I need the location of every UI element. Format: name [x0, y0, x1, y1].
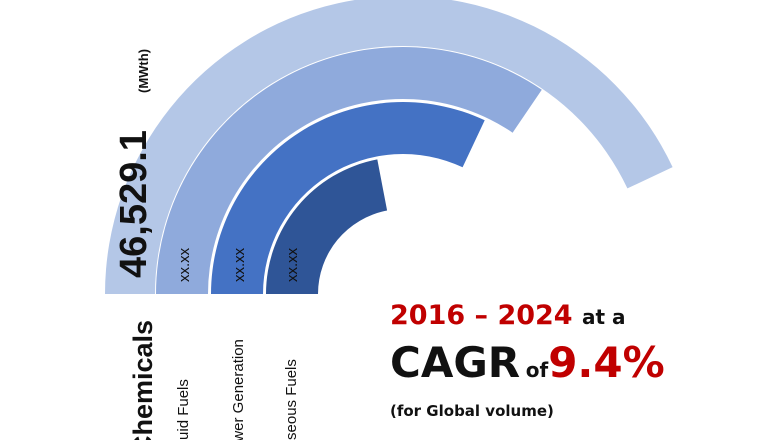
cagr-note: (for Global volume)	[390, 402, 554, 420]
cagr-of: of	[525, 358, 549, 382]
cagr-label: CAGR	[390, 338, 521, 387]
cagr-rate: 9.4%	[548, 338, 665, 387]
value-liquid-fuels: xx.xx	[176, 247, 193, 282]
value-power-generation: xx.xx	[231, 247, 248, 282]
ring-chemicals	[105, 0, 673, 294]
label-power-generation: Power Generation	[230, 339, 247, 440]
label-gaseous-fuels: Gaseous Fuels	[283, 359, 300, 440]
cagr-at-a: at a	[582, 305, 626, 329]
ring-power-generation	[211, 102, 485, 294]
cagr-period: 2016 – 2024	[390, 300, 573, 331]
label-liquid-fuels: Liquid Fuels	[175, 379, 192, 440]
value-chemicals: 46,529.1	[113, 130, 155, 278]
ring-liquid-fuels	[156, 47, 542, 295]
unit-mwth: (MWth)	[136, 49, 151, 93]
cagr-annotation: 2016 – 2024 at a CAGR of9.4% (for Global…	[390, 300, 775, 420]
value-gaseous-fuels: xx.xx	[284, 247, 301, 282]
cagr-rate-line: CAGR of9.4%	[390, 339, 775, 396]
cagr-period-line: 2016 – 2024 at a	[390, 300, 775, 333]
ring-gaseous-fuels	[266, 159, 388, 294]
label-chemicals: Chemicals	[128, 320, 158, 440]
